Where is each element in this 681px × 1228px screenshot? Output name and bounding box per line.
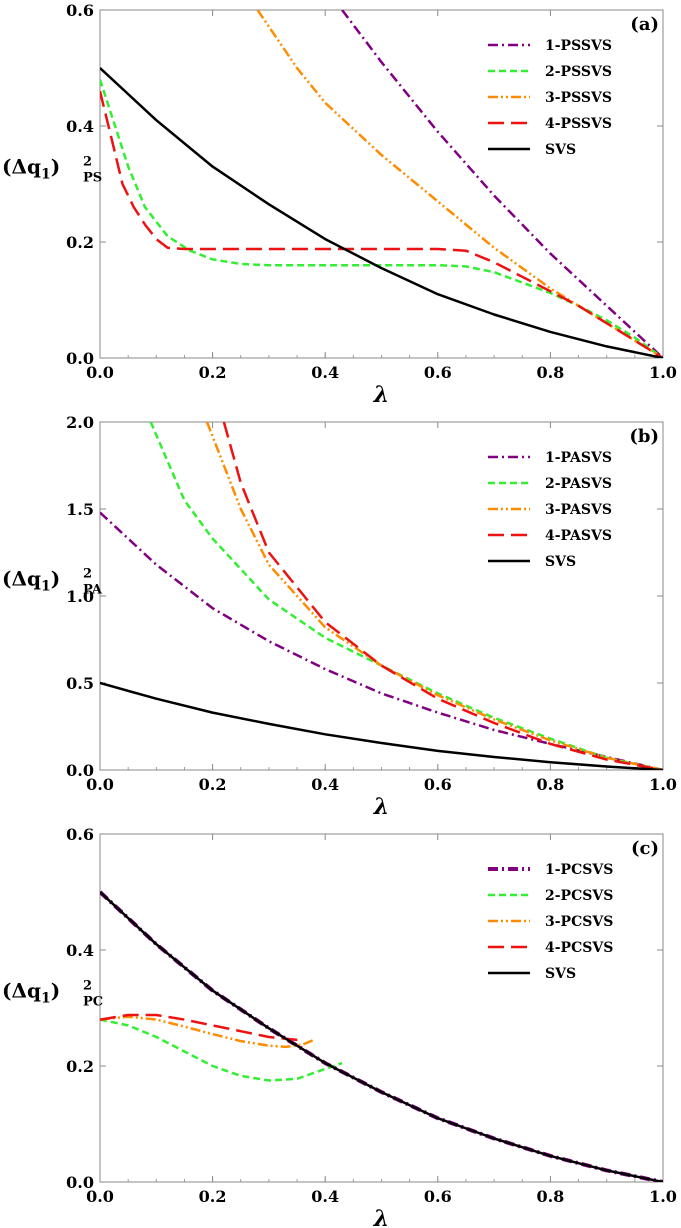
plot-frame [99, 421, 664, 771]
y-axis-label: (Δq1) [2, 567, 60, 595]
series-line-4-pssvs [100, 90, 663, 358]
x-tick-label: 0.2 [199, 1187, 227, 1206]
x-tick-label: 0.8 [536, 775, 564, 794]
x-tick-label: 0.0 [86, 1187, 114, 1206]
series-line-4-pasvs [222, 422, 663, 770]
legend-label-3-pssvs: 3-PSSVS [545, 90, 612, 106]
series-line-2-pasvs [149, 422, 663, 770]
x-axis-label: λ [373, 382, 389, 408]
chart-panel-a: 0.0 0.2 0.4 0.6 0.8 1.0 0.0 0.2 0.4 0.6 λ (Δq1) 2PS (… [2, 1, 677, 408]
legend-label-svs: SVS [545, 142, 576, 158]
x-tick-label: 1.0 [649, 363, 677, 382]
series-line-3-pssvs [256, 10, 663, 358]
panel-label: (b) [629, 426, 659, 447]
x-tick-label: 0.6 [424, 1187, 452, 1206]
x-tick-label: 0.8 [536, 363, 564, 382]
y-tick-label: 1.0 [66, 587, 94, 606]
legend-label-1-pssvs: 1-PSSVS [545, 38, 612, 54]
legend: 1-PASVS 2-PASVS 3-PASVS 4-PASVS SVS [488, 450, 612, 570]
plot-frame [99, 833, 664, 1183]
x-tick-label: 0.4 [311, 1187, 339, 1206]
x-tick-label: 0.4 [311, 775, 339, 794]
series-line-1-pssvs [341, 10, 663, 358]
x-tick-label: 0.0 [86, 363, 114, 382]
y-tick-label: 0.4 [66, 941, 94, 960]
legend-label-svs: SVS [545, 966, 576, 982]
y-tick-label: 0.0 [66, 1173, 94, 1192]
series-line-2-pcsvs [100, 1018, 343, 1082]
y-tick-label: 2.0 [66, 413, 94, 432]
legend: 1-PCSVS 2-PCSVS 3-PCSVS 4-PCSVS SVS [488, 862, 613, 982]
y-axis-label-subscript: PA [83, 583, 103, 598]
legend-label-1-pasvs: 1-PASVS [545, 450, 612, 466]
y-tick-label: 0.2 [66, 1057, 94, 1076]
x-tick-label: 0.2 [199, 775, 227, 794]
series-line-3-pasvs [205, 422, 663, 770]
x-axis-label: λ [373, 794, 389, 820]
y-tick-label: 1.5 [66, 500, 94, 519]
y-axis-label: (Δq1) [2, 979, 60, 1007]
legend-label-1-pcsvs: 1-PCSVS [545, 862, 613, 878]
legend-label-4-pasvs: 4-PASVS [545, 528, 612, 544]
series-line-2-pssvs [100, 79, 663, 358]
x-tick-label: 0.4 [311, 363, 339, 382]
x-tick-label: 0.6 [424, 363, 452, 382]
x-tick-label: 1.0 [649, 775, 677, 794]
panel-label: (c) [631, 838, 659, 859]
y-axis-label: (Δq1) [2, 155, 60, 183]
series-line-1-pcsvs [100, 890, 663, 1182]
y-axis-label-subscript: PC [83, 995, 103, 1010]
legend-label-2-pasvs: 2-PASVS [545, 476, 612, 492]
legend-label-svs: SVS [545, 554, 576, 570]
y-tick-label: 0.0 [66, 349, 94, 368]
y-tick-label: 0.2 [66, 233, 94, 252]
y-tick-label: 0.0 [66, 761, 94, 780]
series-line-svs [100, 67, 663, 358]
legend-label-2-pcsvs: 2-PCSVS [545, 888, 613, 904]
x-tick-label: 0.2 [199, 363, 227, 382]
x-tick-label: 0.6 [424, 775, 452, 794]
series-line-1-pasvs [100, 511, 663, 770]
y-tick-label: 0.6 [66, 1, 94, 20]
series-line-svs [100, 891, 663, 1182]
series-line-3-pcsvs [100, 1015, 315, 1049]
legend-label-4-pcsvs: 4-PCSVS [545, 940, 613, 956]
y-tick-label: 0.5 [66, 674, 94, 693]
y-axis-label-superscript: 2 [83, 155, 92, 170]
legend-label-3-pcsvs: 3-PCSVS [545, 914, 613, 930]
x-tick-label: 0.0 [86, 775, 114, 794]
series-line-4-pcsvs [100, 1013, 303, 1042]
legend-label-2-pssvs: 2-PSSVS [545, 64, 612, 80]
legend-label-3-pasvs: 3-PASVS [545, 502, 612, 518]
x-tick-label: 0.8 [536, 1187, 564, 1206]
panel-label: (a) [630, 14, 659, 35]
y-tick-label: 0.4 [66, 117, 94, 136]
y-axis-label-subscript: PS [83, 171, 102, 186]
y-tick-label: 0.6 [66, 825, 94, 844]
legend: 1-PSSVS 2-PSSVS 3-PSSVS 4-PSSVS SVS [488, 38, 612, 158]
x-tick-label: 1.0 [649, 1187, 677, 1206]
series-line-svs [100, 681, 663, 770]
legend-label-4-pssvs: 4-PSSVS [545, 116, 612, 132]
y-axis-label-superscript: 2 [83, 567, 92, 582]
y-axis-label-superscript: 2 [83, 979, 92, 994]
chart-panel-c: 0.0 0.2 0.4 0.6 0.8 1.0 0.0 0.2 0.4 0.6 λ (Δq1) 2PC (… [2, 825, 677, 1228]
chart-panel-b: 0.0 0.2 0.4 0.6 0.8 1.0 0.0 0.5 1.0 1.5 2.0 λ (Δq1) 2… [2, 413, 677, 820]
x-axis-label: λ [373, 1206, 389, 1228]
